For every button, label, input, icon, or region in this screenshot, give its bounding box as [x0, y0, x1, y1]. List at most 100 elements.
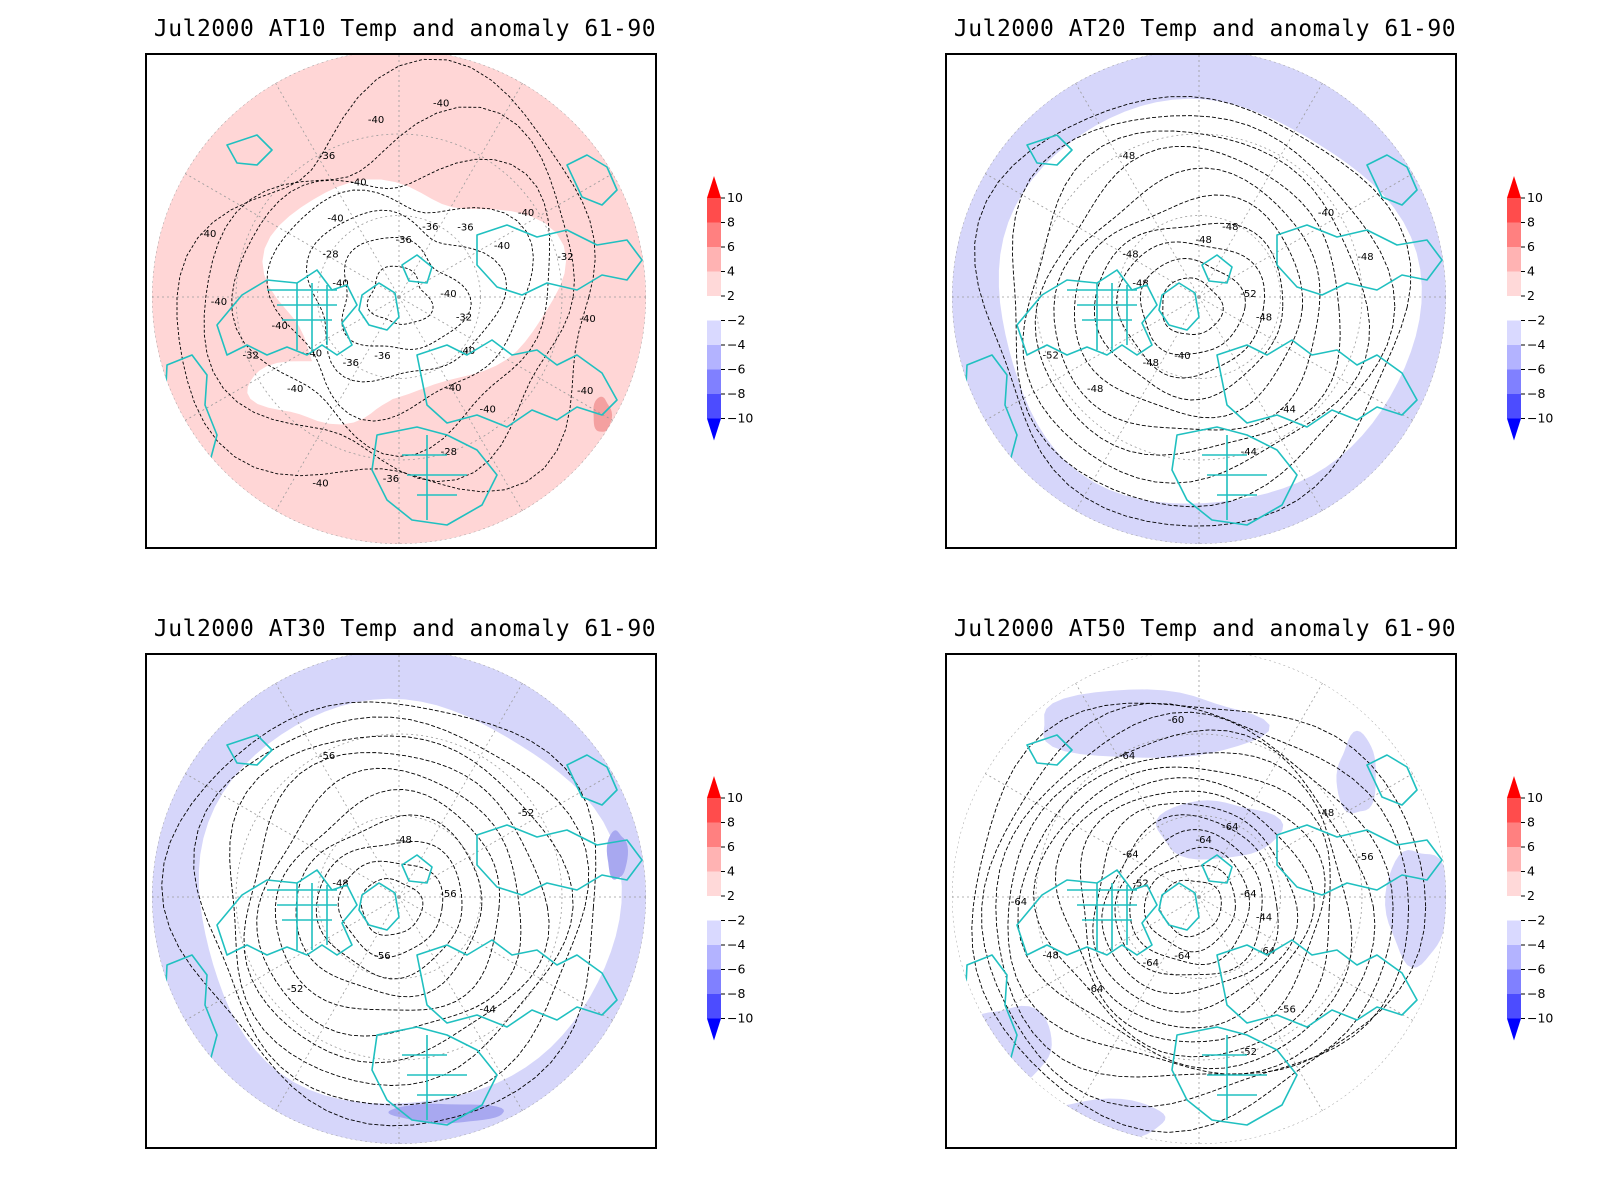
meridian-line [1075, 682, 1200, 898]
contour-label: -40 [368, 115, 384, 126]
coastline-8 [1202, 435, 1267, 520]
neutral-anomaly-region [247, 351, 403, 425]
colorbar-tick-label: 4 [727, 264, 735, 279]
panel-at50: Jul2000 AT50 Temp and anomaly 61-90 -64 -… [800, 600, 1600, 1200]
meridian-line [984, 173, 1200, 298]
isotherm-contour [974, 96, 1412, 527]
contour-label: -40 [440, 289, 456, 300]
colorbar-segment [707, 822, 721, 847]
isotherm-contour [243, 752, 550, 1064]
colorbar-segment [707, 896, 721, 921]
isotherm-contour [1139, 258, 1246, 356]
colorbar-tick-label: −4 [727, 337, 745, 352]
meridian-line [1198, 296, 1323, 512]
coastline-2 [358, 282, 400, 331]
contour-label: -40 [211, 297, 227, 308]
contour-label: -36 [396, 235, 412, 246]
meridian-line [1198, 896, 1414, 1021]
colorbar-segment [1507, 822, 1521, 847]
coastline-3 [401, 254, 433, 284]
contour-label: -40 [494, 241, 510, 252]
contour-label: -28 [441, 447, 457, 458]
coastline-3 [401, 854, 433, 884]
isotherm-contour [305, 209, 508, 383]
isotherm-contour [231, 158, 550, 457]
isotherm-contour [1054, 777, 1326, 1043]
cool-anomaly-patch [1043, 689, 1270, 758]
contour-label: -40 [433, 99, 449, 110]
coastline-2 [358, 882, 400, 931]
coastline-10 [1026, 734, 1073, 766]
coastline-4 [1216, 339, 1418, 428]
coastline-8 [1202, 1035, 1267, 1120]
contour-label: -40 [518, 208, 534, 219]
colorbar-segment [1507, 222, 1521, 247]
contour-label: -64 [1196, 835, 1212, 846]
colorbar-tick-label: −4 [727, 937, 745, 952]
isotherm-contour [256, 767, 522, 1037]
isotherm-contour [1143, 865, 1236, 953]
colorbar-tick-label: 8 [727, 815, 735, 830]
contour-label: -48 [1222, 222, 1238, 233]
contour-label: -52 [1240, 289, 1256, 300]
contour-label: -56 [319, 751, 335, 762]
isotherm-contour [337, 860, 444, 958]
colorbar-tick-label: 8 [727, 215, 735, 230]
contour-label: -36 [374, 351, 390, 362]
colorbar-canvas: 10 8 6 4 2 −2 −4 −6 −8 −10 [707, 176, 753, 441]
coastline-10 [226, 134, 273, 166]
contour-label: -40 [272, 321, 288, 332]
contour-label: -64 [1011, 897, 1027, 908]
isotherm-contour [1079, 790, 1315, 1029]
meridian-line [984, 896, 1200, 1021]
coastline-6 [566, 754, 618, 806]
contour-label: -40 [577, 386, 593, 397]
colorbar-segment [707, 847, 721, 872]
panel-title: Jul2000 AT50 Temp and anomaly 61-90 [953, 616, 1457, 642]
colorbar-segment [1507, 345, 1521, 370]
isotherm-contour [176, 58, 596, 493]
meridian-line [1198, 82, 1323, 298]
colorbar-tick-label: 8 [1527, 815, 1535, 830]
colorbar-tick-label: −6 [1527, 962, 1545, 977]
colorbar-tick-label: −8 [1527, 986, 1545, 1001]
colorbar-tick-label: 2 [1527, 288, 1535, 303]
contour-label: -64 [1122, 850, 1138, 861]
colorbar-tick-label: −2 [1527, 913, 1545, 928]
coastline-1 [1067, 883, 1137, 950]
colorbar-segment [1507, 198, 1521, 223]
coastline-3 [1201, 854, 1233, 884]
colorbar-tick-label: 2 [727, 288, 735, 303]
contour-label: -48 [1357, 252, 1373, 263]
contour-label: -64 [1240, 889, 1256, 900]
coastline-2 [1158, 282, 1200, 331]
isotherm-contour [1116, 241, 1265, 379]
meridian-line [398, 896, 614, 1021]
colorbar-segment [707, 994, 721, 1019]
isotherm-contour [1159, 879, 1222, 938]
coastline-3 [1201, 254, 1233, 284]
coastline-10 [1026, 134, 1073, 166]
contour-label: -36 [319, 151, 335, 162]
colorbar-segment [1507, 969, 1521, 994]
coastline-4 [1216, 939, 1418, 1028]
meridian-line [1198, 296, 1414, 421]
contour-label: -52 [1043, 350, 1059, 361]
coastline-7 [1171, 1026, 1298, 1126]
meridian-line [184, 173, 400, 298]
contour-label: -40 [327, 213, 343, 224]
contour-label: -52 [1241, 1047, 1257, 1058]
coastline-7 [371, 426, 498, 526]
coastline-1 [1067, 283, 1137, 350]
meridian-line [398, 896, 523, 1112]
contour-label: -48 [1132, 279, 1148, 290]
colorbar-canvas: 10 8 6 4 2 −2 −4 −6 −8 −10 [707, 776, 753, 1041]
contour-label: -52 [287, 984, 303, 995]
colorbar-tick-label: −2 [727, 913, 745, 928]
colorbar-tick-label: −10 [1527, 1011, 1553, 1026]
colorbar-segment [1507, 369, 1521, 394]
colorbar-segment [707, 247, 721, 272]
colorbar-tick-label: −8 [727, 986, 745, 1001]
neutral-anomaly-region [262, 179, 567, 402]
colorbar-segment [707, 345, 721, 370]
